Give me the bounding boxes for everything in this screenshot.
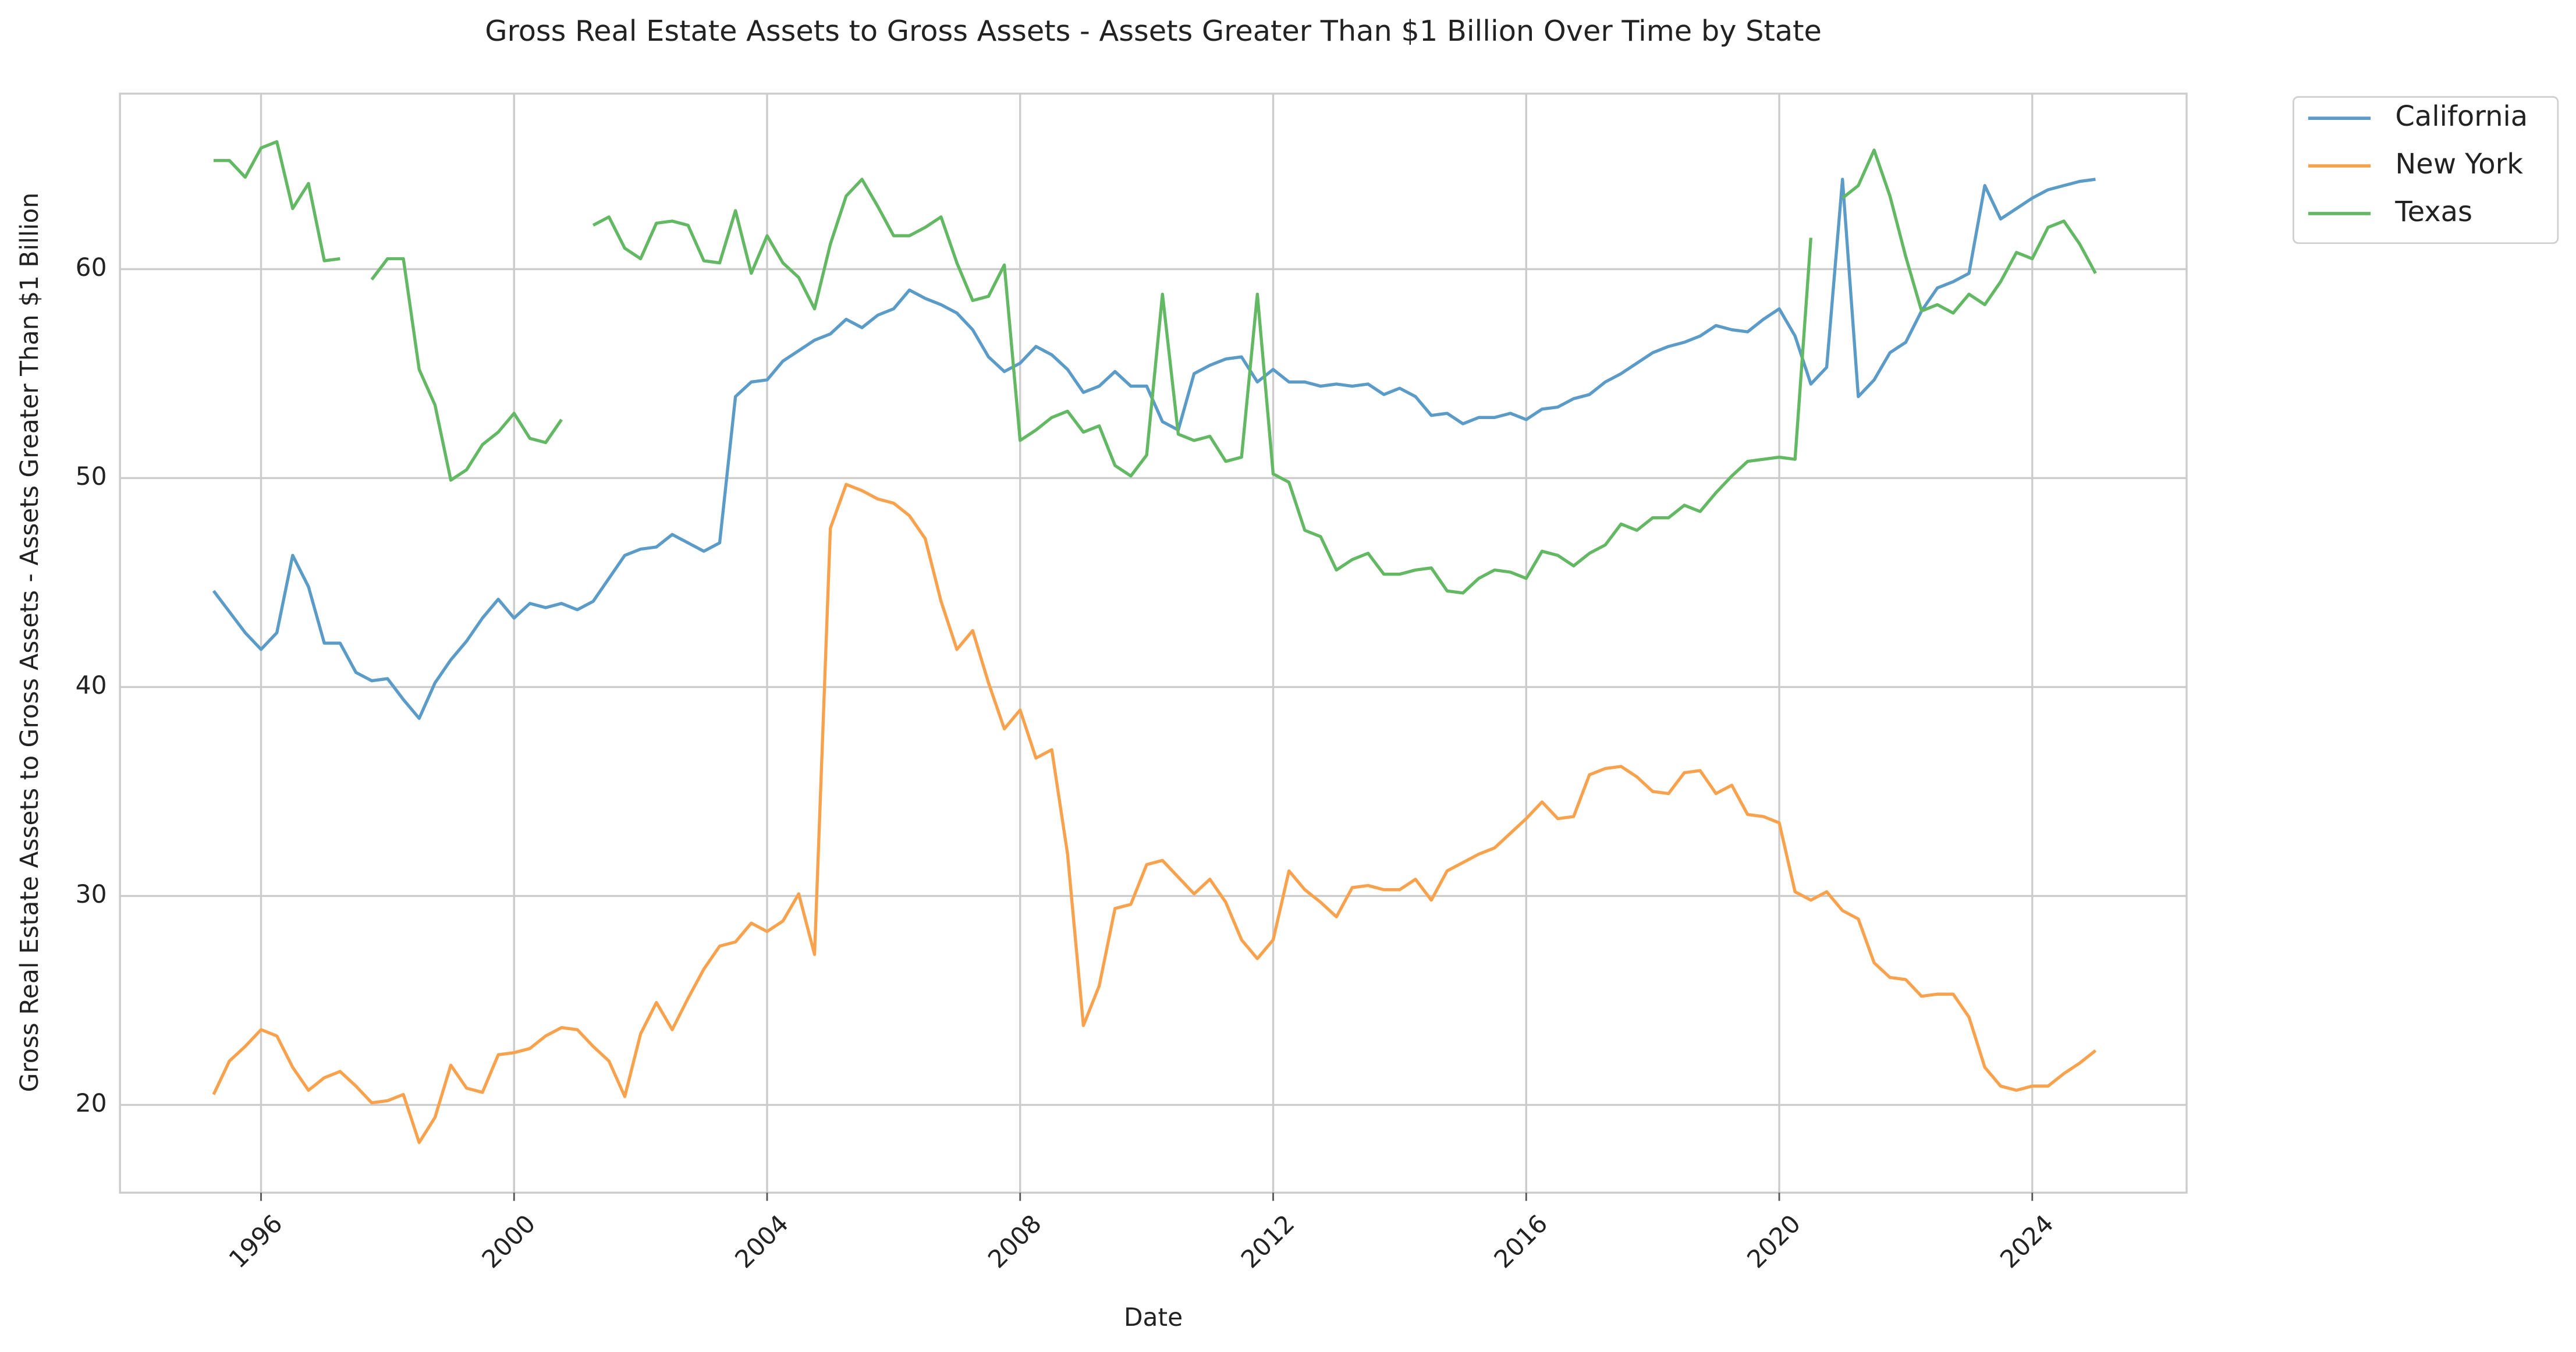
y-axis-label: Gross Real Estate Assets to Gross Assets… bbox=[15, 193, 44, 1092]
y-tick-label: 40 bbox=[76, 671, 107, 700]
grid bbox=[120, 93, 2187, 1193]
y-tick-label: 30 bbox=[76, 880, 107, 909]
y-tick-label: 20 bbox=[76, 1089, 107, 1117]
y-tick-label: 60 bbox=[76, 253, 107, 282]
legend: California New York Texas bbox=[2293, 96, 2559, 244]
legend-label: Texas bbox=[2394, 196, 2472, 228]
series-line bbox=[212, 178, 2096, 720]
x-axis-label: Date bbox=[1124, 1303, 1183, 1332]
plot-frame bbox=[119, 93, 2188, 1194]
y-tick-label: 50 bbox=[76, 462, 107, 491]
legend-box bbox=[2293, 96, 2559, 244]
lines bbox=[212, 140, 2097, 1144]
series-line bbox=[213, 140, 2097, 595]
chart-title: Gross Real Estate Assets to Gross Assets… bbox=[485, 14, 1822, 48]
series-line bbox=[212, 482, 2097, 1144]
legend-label: New York bbox=[2395, 148, 2523, 180]
legend-label: California bbox=[2395, 100, 2528, 133]
